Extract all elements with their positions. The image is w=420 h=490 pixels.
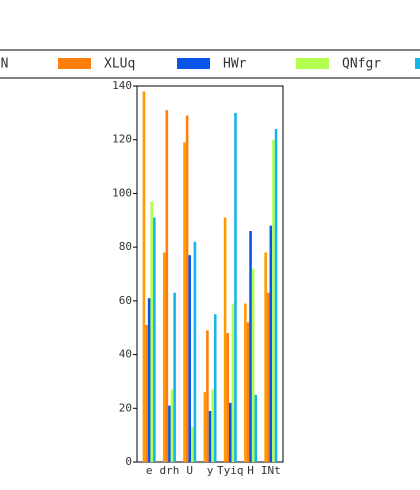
bar: [251, 268, 255, 462]
bar: [162, 252, 166, 462]
bar: [223, 217, 227, 462]
bar: [213, 314, 217, 462]
bar: [266, 292, 270, 462]
bar: [246, 322, 250, 462]
y-tick-label: 140: [112, 79, 132, 92]
bar: [188, 255, 192, 462]
x-tick-label: H: [247, 464, 254, 477]
legend-swatch: [58, 58, 91, 69]
bar: [145, 325, 148, 462]
x-tick-label: INt: [261, 464, 281, 477]
bar: [231, 303, 235, 462]
bar: [234, 112, 237, 462]
y-tick-label: 20: [119, 401, 132, 414]
y-tick-label: 80: [119, 240, 132, 253]
bar: [193, 241, 197, 462]
legend-label: KeN: [0, 57, 8, 72]
bar: [226, 333, 229, 462]
y-tick-label: 0: [125, 455, 132, 468]
bar: [249, 231, 252, 462]
bar: [150, 201, 154, 462]
legend-swatch: [177, 58, 210, 69]
bar: [244, 303, 247, 462]
legend-swatch: [415, 58, 420, 69]
x-tick-label: U: [186, 464, 193, 477]
bar: [211, 389, 214, 462]
bar: [153, 217, 156, 462]
bar: [228, 402, 232, 462]
bar: [147, 298, 151, 462]
y-tick-label: 100: [112, 186, 132, 199]
x-tick-label: Tyiq: [217, 464, 244, 477]
bar: [173, 292, 176, 462]
x-tick-label: y: [207, 464, 214, 477]
y-tick-label: 120: [112, 133, 132, 146]
bar: [206, 330, 209, 462]
bar: [142, 91, 146, 462]
x-tick-label: drh: [159, 464, 179, 477]
bar: [269, 225, 273, 462]
legend-label: XLUq: [104, 57, 135, 72]
bar: [203, 392, 207, 462]
y-tick-label: 60: [119, 294, 132, 307]
bar: [185, 115, 189, 463]
bar: [272, 139, 275, 462]
y-tick-label: 40: [119, 348, 132, 361]
legend-label: HWr: [223, 57, 247, 72]
plot-frame: [136, 85, 284, 463]
bar: [183, 142, 186, 462]
x-tick-label: e: [146, 464, 153, 477]
bar: [208, 410, 212, 462]
bar: [274, 128, 278, 462]
legend-label: QNfgr: [342, 57, 381, 72]
legend-swatch: [296, 58, 329, 69]
bar: [191, 427, 194, 462]
bar: [170, 389, 174, 462]
bar: [168, 405, 171, 462]
bar: [254, 394, 258, 462]
bar: [264, 252, 267, 462]
bar: [165, 110, 169, 463]
